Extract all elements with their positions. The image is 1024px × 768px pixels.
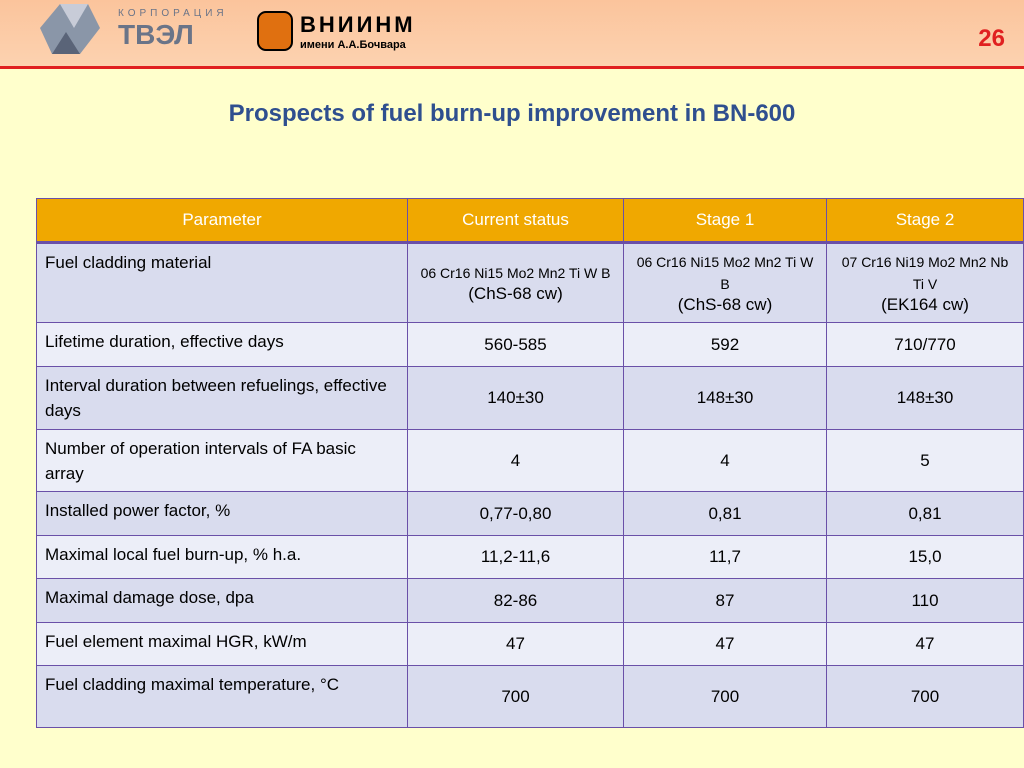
table-cell: 4 [407, 429, 624, 492]
institute-logo [257, 11, 293, 51]
table-cell: 5 [826, 429, 1024, 492]
table-cell: 148±30 [826, 366, 1024, 430]
table-cell: 82-86 [407, 578, 624, 623]
table-cell: 47 [407, 622, 624, 666]
material-name: (ChS-68 cw) [677, 295, 773, 314]
parameter-cell: Maximal local fuel burn-up, % h.a. [36, 535, 408, 579]
corp-label: КОРПОРАЦИЯ [118, 8, 228, 19]
header-graphics: КОРПОРАЦИЯ ТВЭЛ ВНИИНМ имени А.А.Бочвара… [40, 4, 1005, 54]
material-name: (EK164 cw) [881, 295, 969, 314]
table-row: Fuel element maximal HGR, kW/m 47 47 47 [36, 622, 1024, 666]
material-grade: 07 Cr16 Ni19 Mo2 Mn2 Nb Ti V [841, 254, 1009, 292]
parameter-cell: Fuel cladding material [36, 242, 408, 323]
parameter-cell: Maximal damage dose, dpa [36, 578, 408, 623]
parameter-cell: Number of operation intervals of FA basi… [36, 429, 408, 492]
data-table: Parameter Current status Stage 1 Stage 2 Fu… [36, 198, 1024, 728]
table-row: Installed power factor, % 0,77-0,80 0,81 0,… [36, 491, 1024, 536]
parameter-cell: Installed power factor, % [36, 491, 408, 536]
parameter-cell: Lifetime duration, effective days [36, 322, 408, 367]
table-cell: 0,81 [826, 491, 1024, 536]
table-cell: 47 [826, 622, 1024, 666]
institute-sub: имени А.А.Бочвара [300, 39, 407, 51]
table-cell: 4 [623, 429, 827, 492]
table-cell: 15,0 [826, 535, 1024, 579]
table-cell: 11,2-11,6 [407, 535, 624, 579]
parameter-cell: Fuel element maximal HGR, kW/m [36, 622, 408, 666]
header-row: Parameter Current status Stage 1 Stage 2 [36, 198, 1024, 244]
table-cell: 0,77-0,80 [407, 491, 624, 536]
table-cell: 0,81 [623, 491, 827, 536]
material-name: (ChS-68 cw) [468, 284, 563, 303]
table-row: Maximal local fuel burn-up, % h.a. 11,2-1… [36, 535, 1024, 579]
table-cell: 07 Cr16 Ni19 Mo2 Mn2 Nb Ti V (EK164 cw) [826, 242, 1024, 323]
table-row: Fuel cladding maximal temperature, °C 700… [36, 665, 1024, 728]
table-cell: 140±30 [407, 366, 624, 430]
parameter-cell: Interval duration between refuelings, ef… [36, 366, 408, 430]
table-row: Interval duration between refuelings, ef… [36, 366, 1024, 430]
table-cell: 710/770 [826, 322, 1024, 367]
table-row: Lifetime duration, effective days 560-585… [36, 322, 1024, 367]
institute-name: ВНИИНМ [300, 12, 416, 37]
material-grade: 06 Cr16 Ni15 Mo2 Mn2 Ti W B [636, 254, 814, 292]
table-cell: 06 Cr16 Ni15 Mo2 Mn2 Ti W B (ChS-68 cw) [407, 242, 624, 323]
column-header: Parameter [36, 198, 408, 244]
tvel-logo [40, 4, 100, 54]
page-number: 26 [978, 25, 1005, 52]
table-row: Number of operation intervals of FA basi… [36, 429, 1024, 492]
column-header: Current status [407, 198, 624, 244]
table-cell: 06 Cr16 Ni15 Mo2 Mn2 Ti W B (ChS-68 cw) [623, 242, 827, 323]
table-cell: 700 [623, 665, 827, 728]
slide-title: Prospects of fuel burn-up improvement in… [228, 100, 796, 127]
table-row: Maximal damage dose, dpa 82-86 87 110 [36, 578, 1024, 623]
table-cell: 592 [623, 322, 827, 367]
column-header: Stage 2 [826, 198, 1024, 244]
table-cell: 11,7 [623, 535, 827, 579]
tvel-logo-facet [60, 4, 88, 28]
parameter-cell: Fuel cladding maximal temperature, °C [36, 665, 408, 728]
corp-name: ТВЭЛ [118, 19, 194, 50]
material-grade: 06 Cr16 Ni15 Mo2 Mn2 Ti W B [420, 265, 611, 281]
table-cell: 87 [623, 578, 827, 623]
table-row: Fuel cladding material 06 Cr16 Ni15 Mo2 M… [36, 242, 1024, 323]
column-header: Stage 1 [623, 198, 827, 244]
header-band: КОРПОРАЦИЯ ТВЭЛ ВНИИНМ имени А.А.Бочвара… [0, 0, 1024, 69]
table-cell: 700 [407, 665, 624, 728]
table-cell: 560-585 [407, 322, 624, 367]
table-cell: 110 [826, 578, 1024, 623]
table-cell: 700 [826, 665, 1024, 728]
table-cell: 47 [623, 622, 827, 666]
tvel-logo-facet [52, 32, 80, 54]
table-cell: 148±30 [623, 366, 827, 430]
